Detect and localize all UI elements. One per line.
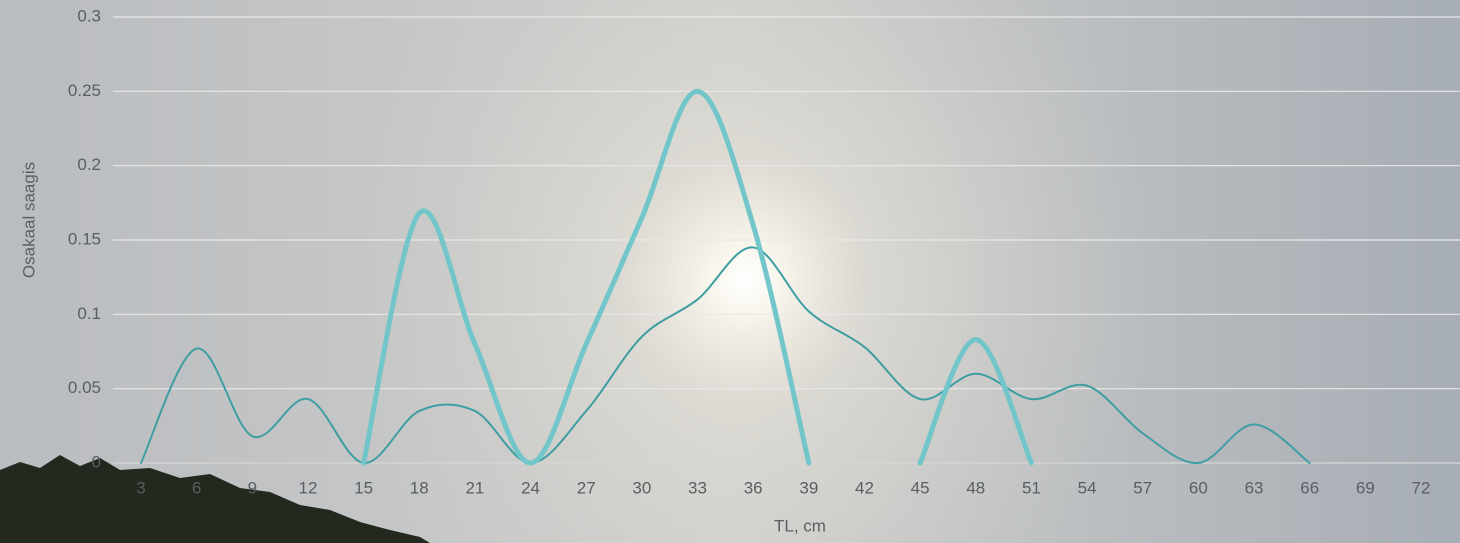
x-tick-label: 69	[1356, 478, 1375, 497]
x-tick-label: 12	[298, 478, 317, 497]
x-tick-label: 63	[1245, 478, 1264, 497]
x-tick-label: 60	[1189, 478, 1208, 497]
data-line	[361, 88, 1034, 466]
x-tick-label: 57	[1133, 478, 1152, 497]
x-tick-label: 24	[521, 478, 540, 497]
data-line	[140, 246, 1311, 465]
x-axis-title: TL, cm	[774, 516, 826, 535]
x-tick-label: 66	[1300, 478, 1319, 497]
x-tick-label: 42	[855, 478, 874, 497]
y-tick-label: 0.25	[68, 81, 101, 100]
y-axis-title: Osakaal saagis	[19, 162, 38, 278]
y-tick-label: 0.05	[68, 378, 101, 397]
y-tick-label: 0.3	[77, 6, 101, 25]
x-tick-label: 33	[688, 478, 707, 497]
x-tick-label: 27	[577, 478, 596, 497]
y-tick-label: 0.15	[68, 229, 101, 248]
y-tick-label: 0.1	[77, 304, 101, 323]
x-tick-label: 39	[799, 478, 818, 497]
x-tick-label: 6	[192, 478, 201, 497]
x-tick-label: 45	[911, 478, 930, 497]
x-tick-label: 30	[632, 478, 651, 497]
x-tick-label: 9	[248, 478, 257, 497]
x-tick-label: 21	[465, 478, 484, 497]
x-tick-label: 48	[966, 478, 985, 497]
x-tick-label: 3	[136, 478, 145, 497]
x-tick-label: 51	[1022, 478, 1041, 497]
y-tick-label: 0.2	[77, 155, 101, 174]
x-tick-label: 72	[1412, 478, 1431, 497]
x-tick-label: 15	[354, 478, 373, 497]
x-tick-label: 18	[410, 478, 429, 497]
x-tick-label: 54	[1078, 478, 1097, 497]
tree-line	[0, 455, 430, 543]
x-tick-label: 36	[744, 478, 763, 497]
y-tick-label: 0	[92, 452, 101, 471]
